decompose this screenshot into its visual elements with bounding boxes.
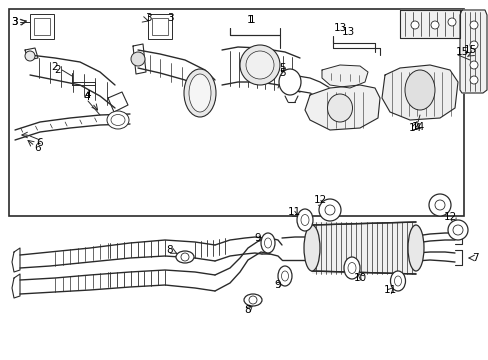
Ellipse shape [404, 70, 434, 110]
Ellipse shape [343, 257, 359, 279]
Text: 7: 7 [471, 253, 477, 263]
Text: 11: 11 [287, 207, 300, 217]
Ellipse shape [189, 74, 210, 112]
Ellipse shape [304, 225, 319, 271]
Text: 8: 8 [244, 305, 251, 315]
Circle shape [318, 199, 340, 221]
Text: 3: 3 [166, 13, 173, 23]
Ellipse shape [261, 233, 274, 253]
Ellipse shape [245, 51, 273, 79]
Bar [311, 222, 415, 274]
Ellipse shape [327, 94, 352, 122]
Ellipse shape [281, 271, 288, 281]
Circle shape [131, 52, 145, 66]
Text: 10: 10 [353, 273, 366, 283]
Ellipse shape [264, 238, 271, 248]
Circle shape [25, 51, 35, 61]
Circle shape [469, 61, 477, 69]
Circle shape [248, 296, 257, 304]
Bar [34, 18, 50, 35]
Bar [9, 9, 463, 216]
Circle shape [428, 194, 450, 216]
Circle shape [452, 225, 462, 235]
Text: 3: 3 [11, 17, 17, 27]
Text: 5: 5 [279, 63, 286, 73]
Ellipse shape [111, 114, 125, 126]
Circle shape [434, 200, 444, 210]
Ellipse shape [240, 45, 280, 85]
Ellipse shape [107, 111, 129, 129]
Text: 6: 6 [35, 143, 41, 153]
Text: 3: 3 [144, 13, 151, 23]
Ellipse shape [394, 276, 401, 286]
Ellipse shape [176, 251, 194, 263]
Text: 9: 9 [254, 233, 261, 243]
Circle shape [469, 76, 477, 84]
Circle shape [181, 253, 189, 261]
Text: 12: 12 [313, 195, 326, 205]
Ellipse shape [347, 262, 355, 274]
Bar [152, 18, 168, 35]
Text: 13: 13 [333, 23, 346, 33]
Circle shape [469, 41, 477, 49]
Text: 1: 1 [246, 15, 253, 25]
Text: 2: 2 [52, 62, 58, 72]
Text: 14: 14 [407, 123, 421, 133]
Ellipse shape [301, 215, 308, 225]
Text: 4: 4 [83, 92, 90, 102]
Text: 1: 1 [248, 15, 255, 25]
Ellipse shape [278, 266, 291, 286]
Ellipse shape [407, 225, 423, 271]
Ellipse shape [279, 69, 301, 95]
Text: 15: 15 [463, 45, 476, 55]
Text: 4: 4 [84, 90, 91, 100]
Text: 5: 5 [278, 68, 285, 78]
Polygon shape [399, 10, 459, 38]
Text: 2: 2 [55, 65, 61, 75]
Circle shape [447, 220, 467, 240]
Circle shape [447, 18, 455, 26]
Polygon shape [321, 65, 367, 88]
Circle shape [430, 21, 438, 29]
Text: 6: 6 [37, 138, 43, 148]
Circle shape [410, 21, 418, 29]
Bar [30, 14, 54, 39]
Polygon shape [459, 10, 486, 93]
Bar [148, 14, 172, 39]
Ellipse shape [390, 271, 405, 291]
Text: 13: 13 [341, 27, 354, 37]
Polygon shape [381, 65, 457, 120]
Text: 14: 14 [410, 122, 424, 132]
Ellipse shape [244, 294, 262, 306]
Circle shape [325, 205, 334, 215]
Ellipse shape [296, 209, 312, 231]
Text: 3: 3 [11, 17, 17, 27]
Ellipse shape [183, 69, 216, 117]
Text: 9: 9 [274, 280, 281, 290]
Text: 8: 8 [166, 245, 173, 255]
Text: 12: 12 [443, 212, 456, 222]
Polygon shape [305, 85, 379, 130]
Text: 11: 11 [383, 285, 396, 295]
Text: 15: 15 [454, 47, 468, 57]
Circle shape [469, 21, 477, 29]
